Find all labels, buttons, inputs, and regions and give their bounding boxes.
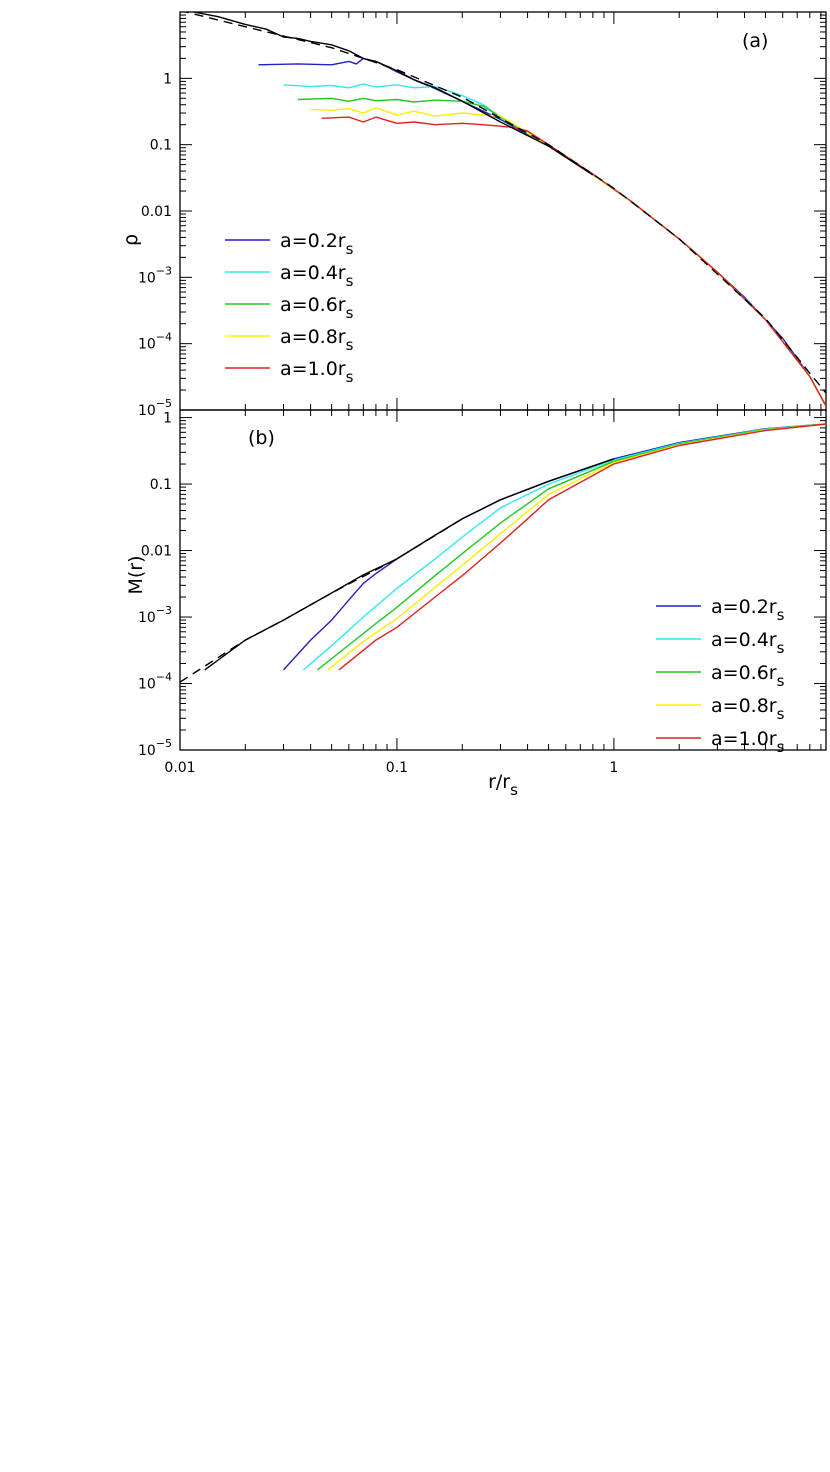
y-tick-label: 0.01 [141,544,172,560]
series-line-reference-solid [204,458,615,671]
y-tick-label: 0.1 [150,477,172,493]
y-tick-label: 0.1 [150,138,172,154]
series-line-a-0-4r [283,83,826,407]
y-tick-label: 0.01 [141,204,172,220]
x-axis-title: r/rs [488,771,518,799]
x-tick-label: 0.1 [386,760,408,776]
plot-frame [179,409,827,751]
y-tick-label: 10−4 [138,671,172,693]
y-tick-label: 10−3 [138,264,172,286]
series-line-a-1-0r [338,423,826,671]
series-line-reference-solid [190,12,594,176]
panel-label: (b) [248,427,275,449]
y-tick-label: 1 [163,71,172,87]
y-tick-label: 1 [163,411,172,427]
legend-label: a=0.4rs [711,629,785,657]
legend-label: a=1.0rs [711,728,785,756]
legend-label: a=0.4rs [280,262,354,290]
panel-a-density: 1 0.1 0.01 10−3 10−4 10−5 ρ (a) a=0.2rs a=0.4rs a=… [120,11,827,419]
x-tick-label: 1 [609,760,618,776]
panel-label: (a) [742,30,768,52]
series-line-a-0-8r [310,107,826,407]
series-line-reference-dashed [180,518,463,683]
series-line-a-0-6r [316,423,826,671]
plot-frame [179,11,827,411]
y-tick-label: 10−4 [138,331,172,353]
y-axis-title: M(r) [125,555,147,594]
legend-label: a=0.2rs [711,596,785,624]
y-tick-label: 10−5 [138,397,172,419]
legend-label: a=1.0rs [280,358,354,386]
y-tick-label: 10−3 [138,604,172,626]
legend-label: a=0.8rs [280,326,354,354]
legend-label: a=0.6rs [711,662,785,690]
series-line-reference-dashed [182,12,826,394]
y-tick-label: 10−5 [138,737,172,759]
x-tick-label: 0.01 [164,760,195,776]
series-line-a-0-6r [297,97,826,407]
legend-label: a=0.2rs [280,230,354,258]
y-axis-title: ρ [120,234,142,246]
legend-label: a=0.8rs [711,695,785,723]
series-line-a-1-0r [321,116,826,407]
legend-label: a=0.6rs [280,294,354,322]
